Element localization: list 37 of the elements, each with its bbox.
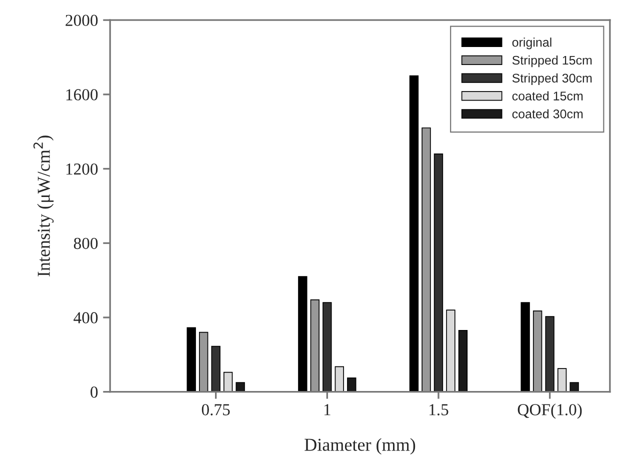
bar — [532, 310, 542, 392]
bar — [520, 302, 530, 392]
bar — [570, 382, 579, 392]
bar — [236, 382, 245, 392]
bar — [446, 310, 456, 392]
bar — [458, 330, 468, 392]
bar — [186, 327, 196, 392]
x-tick-label: 1.5 — [430, 404, 448, 416]
bar — [198, 332, 208, 392]
legend-label: Stripped 30cm — [512, 73, 592, 86]
bar — [223, 372, 233, 392]
bar — [422, 127, 431, 392]
y-tick-label: 0 — [90, 386, 98, 398]
bar — [434, 153, 444, 392]
y-tick-label: 800 — [74, 238, 98, 250]
y-tick-label: 2000 — [66, 14, 98, 26]
bar — [322, 302, 332, 392]
x-tick-label: QOF(1.0) — [518, 404, 582, 419]
legend-label: original — [512, 38, 552, 50]
bar — [409, 75, 419, 392]
bar — [347, 377, 356, 392]
bar — [310, 299, 320, 392]
y-tick-label: 1600 — [66, 89, 98, 100]
legend-label: coated 30cm — [512, 109, 583, 118]
y-tick-label: 1200 — [66, 163, 98, 175]
legend-label: Stripped 15cm — [512, 55, 592, 68]
y-axis-title: Intensity (μW/cm$^{2}$) — [33, 136, 54, 276]
legend-label: coated 15cm — [512, 91, 583, 100]
bar — [211, 346, 220, 392]
y-tick-label: 400 — [74, 312, 98, 324]
bar — [298, 276, 308, 392]
bar — [545, 316, 554, 392]
x-axis-title: Diameter (mm) — [304, 438, 416, 455]
bar — [557, 368, 567, 392]
x-tick-label: 0.75 — [202, 404, 230, 416]
x-tick-label: 1 — [324, 404, 330, 416]
bar — [334, 366, 344, 392]
